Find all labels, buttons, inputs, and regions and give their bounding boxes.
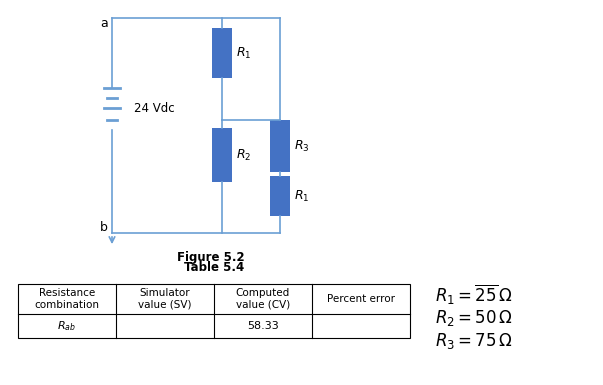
Text: $R_3 = 75\,\Omega$: $R_3 = 75\,\Omega$ [435,331,513,351]
Text: $R_1$: $R_1$ [294,188,309,204]
Text: $R_2 = 50\,\Omega$: $R_2 = 50\,\Omega$ [435,308,513,328]
Text: $R_3$: $R_3$ [294,139,309,154]
Text: $R_{ab}$: $R_{ab}$ [57,319,77,333]
Text: b: b [100,221,108,234]
Bar [270,176,290,216]
Text: Resistance
combination: Resistance combination [34,288,99,310]
Text: a: a [100,17,108,30]
Bar [270,120,290,172]
Text: Table 5.4: Table 5.4 [184,261,244,274]
Text: 24 Vdc: 24 Vdc [134,102,175,114]
Text: Simulator
value (SV): Simulator value (SV) [138,288,192,310]
Text: $R_2$: $R_2$ [236,147,251,162]
Bar [18,284,410,338]
Bar [212,128,232,182]
Text: $R_1$: $R_1$ [236,45,251,60]
Text: 58.33: 58.33 [247,321,279,331]
Bar [212,28,232,78]
Text: Figure 5.2: Figure 5.2 [177,251,245,264]
Text: Computed
value (CV): Computed value (CV) [236,288,290,310]
Text: $R_1 = \overline{25}\,\Omega$: $R_1 = \overline{25}\,\Omega$ [435,283,513,307]
Text: Percent error: Percent error [327,294,395,304]
